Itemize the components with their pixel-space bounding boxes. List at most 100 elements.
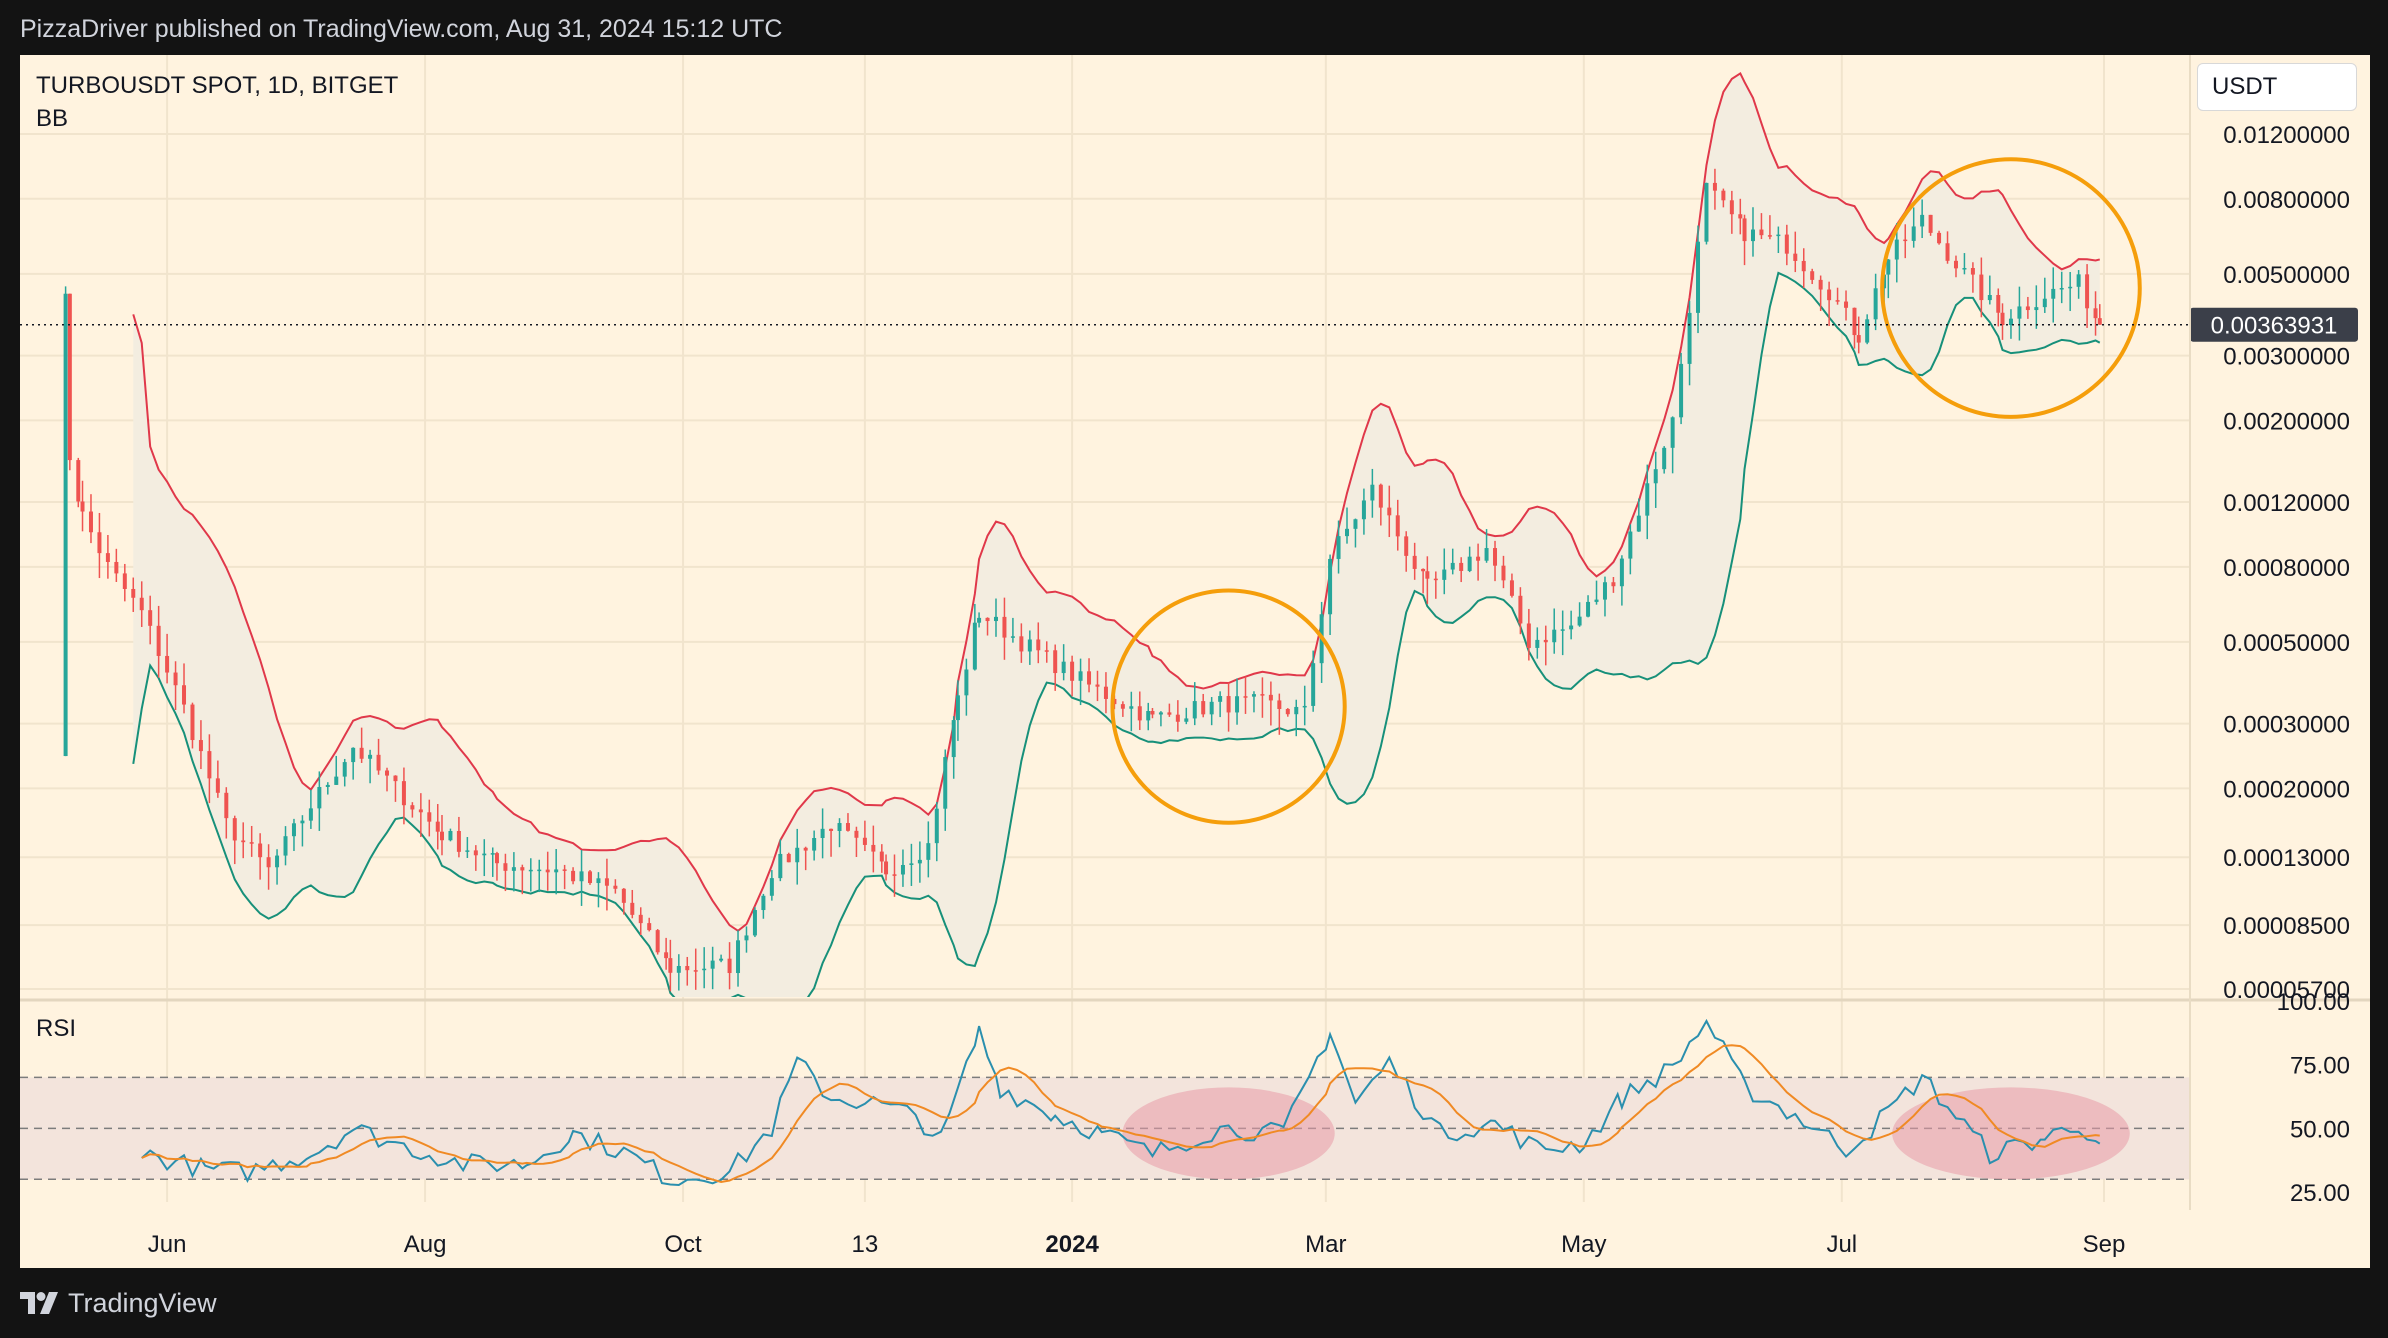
bb-lower-band bbox=[132, 271, 2101, 997]
candle-body bbox=[190, 704, 195, 741]
candle-body bbox=[224, 792, 229, 819]
candle-body bbox=[139, 597, 144, 611]
candle-body bbox=[588, 871, 593, 884]
candle-body bbox=[1450, 562, 1455, 570]
candle-body bbox=[1167, 712, 1172, 715]
candle-body bbox=[917, 859, 922, 864]
candle-body bbox=[1251, 694, 1256, 697]
candle-body bbox=[655, 930, 660, 953]
candle-body bbox=[820, 828, 825, 839]
bb-upper-band bbox=[132, 72, 2101, 933]
candle-body bbox=[710, 960, 715, 969]
candle-body bbox=[1619, 558, 1624, 587]
candle-body bbox=[993, 616, 998, 622]
candle-body bbox=[198, 740, 203, 752]
candle-body bbox=[951, 720, 956, 758]
price-tick-label: 0.00300000 bbox=[2223, 344, 2350, 371]
candle-body bbox=[465, 850, 470, 852]
rsi-tick-label: 25.00 bbox=[2290, 1180, 2350, 1207]
axes: 0.01200000 0.00800000 0.00500000 0.00300000… bbox=[20, 55, 2370, 1258]
candle-body bbox=[1201, 701, 1206, 715]
candle-body bbox=[1226, 696, 1231, 713]
footer: TradingView bbox=[20, 1278, 217, 1328]
candle-body bbox=[613, 885, 618, 889]
candle-body bbox=[249, 842, 254, 844]
candle-body bbox=[1552, 629, 1557, 643]
candle-body bbox=[1404, 536, 1409, 556]
time-tick-label: Mar bbox=[1305, 1231, 1346, 1258]
candle-body bbox=[359, 747, 364, 759]
candle-body bbox=[676, 965, 681, 973]
candle-body bbox=[803, 847, 808, 851]
candle-body bbox=[1526, 623, 1531, 648]
time-tick-label: 13 bbox=[852, 1231, 879, 1258]
candle-body bbox=[1945, 243, 1950, 261]
candle-body bbox=[1767, 235, 1772, 237]
candle-body bbox=[173, 672, 178, 686]
candle-body bbox=[1886, 259, 1891, 275]
candle-body bbox=[1987, 295, 1992, 301]
candle-body bbox=[1810, 271, 1815, 280]
candle-body bbox=[1311, 663, 1316, 706]
candle-body bbox=[1602, 582, 1607, 600]
candle-body bbox=[1738, 214, 1743, 219]
candle-body bbox=[456, 830, 461, 852]
candle-body bbox=[1793, 253, 1798, 261]
last-price-label: 0.00363931 bbox=[2211, 313, 2338, 340]
candle-body bbox=[1103, 686, 1108, 699]
candle-body bbox=[232, 818, 237, 841]
candle-body bbox=[385, 770, 390, 776]
candle-body bbox=[955, 695, 960, 721]
candle-body bbox=[884, 861, 889, 875]
candle-body bbox=[1235, 696, 1240, 713]
candle-body bbox=[490, 853, 495, 855]
candle-body bbox=[368, 754, 373, 759]
candle-body bbox=[1387, 507, 1392, 516]
candle-body bbox=[427, 812, 432, 822]
candle-body bbox=[1704, 182, 1709, 242]
candle-body bbox=[668, 958, 673, 973]
candle-body bbox=[1535, 639, 1540, 648]
candle-body bbox=[769, 878, 774, 896]
time-tick-label: Jun bbox=[148, 1231, 187, 1258]
candle-body bbox=[892, 874, 897, 876]
candle-body bbox=[1087, 671, 1092, 685]
candle-body bbox=[1129, 706, 1134, 709]
symbol-title: TURBOUSDT SPOT, 1D, BITGET bbox=[36, 72, 399, 99]
price-tick-label: 0.00008500 bbox=[2223, 913, 2350, 940]
candle-body bbox=[300, 820, 305, 824]
candle-body bbox=[503, 863, 508, 871]
candle-body bbox=[926, 843, 931, 860]
candle-body bbox=[537, 869, 542, 872]
currency-selector[interactable]: USDT bbox=[2197, 63, 2357, 111]
candle-body bbox=[1852, 307, 1857, 336]
candle-body bbox=[241, 840, 246, 843]
candle-body bbox=[1412, 555, 1417, 569]
candle-body bbox=[685, 965, 690, 971]
candle-body bbox=[1158, 712, 1163, 715]
candle-body bbox=[1137, 706, 1142, 721]
candle-body bbox=[1569, 625, 1574, 630]
candle-body bbox=[1962, 268, 1967, 270]
candle-body bbox=[88, 511, 93, 533]
candle-body bbox=[258, 843, 263, 858]
candle-body bbox=[291, 823, 296, 837]
candle-body bbox=[1577, 616, 1582, 626]
candle-body bbox=[1192, 701, 1197, 719]
candle-body bbox=[418, 809, 423, 813]
candle-body bbox=[545, 869, 550, 873]
candle-body bbox=[1285, 708, 1290, 715]
candle-body bbox=[1378, 484, 1383, 508]
candle-body bbox=[325, 784, 330, 787]
time-tick-label: May bbox=[1561, 1231, 1606, 1258]
candle-body bbox=[1184, 718, 1189, 722]
candle-body bbox=[1467, 556, 1472, 571]
candle-body bbox=[1679, 363, 1684, 418]
candle-body bbox=[1336, 536, 1341, 559]
candle-body bbox=[845, 823, 850, 831]
candle-body bbox=[2085, 274, 2090, 309]
candle-body bbox=[1844, 301, 1849, 308]
candle-body bbox=[2025, 306, 2030, 311]
candle-body bbox=[630, 902, 635, 915]
